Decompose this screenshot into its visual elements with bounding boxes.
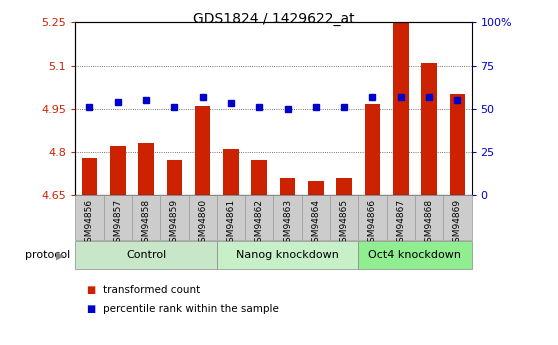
Text: percentile rank within the sample: percentile rank within the sample <box>103 304 279 314</box>
Text: GSM94869: GSM94869 <box>453 198 462 248</box>
Bar <box>104 195 132 240</box>
Bar <box>110 146 126 195</box>
Text: GDS1824 / 1429622_at: GDS1824 / 1429622_at <box>193 12 354 26</box>
Bar <box>245 195 273 240</box>
Text: GSM94865: GSM94865 <box>340 198 349 248</box>
Text: GSM94857: GSM94857 <box>113 198 122 248</box>
Bar <box>223 149 239 195</box>
Bar <box>415 195 443 240</box>
Bar <box>160 195 189 240</box>
Bar <box>280 178 295 195</box>
Text: Control: Control <box>126 250 166 260</box>
Text: GSM94863: GSM94863 <box>283 198 292 248</box>
Text: GSM94866: GSM94866 <box>368 198 377 248</box>
Text: GSM94867: GSM94867 <box>396 198 405 248</box>
Bar <box>443 195 472 240</box>
Bar <box>217 195 245 240</box>
Bar <box>365 105 380 195</box>
Bar <box>81 158 97 195</box>
Bar <box>75 241 217 269</box>
Bar <box>138 143 154 195</box>
Text: protocol: protocol <box>25 250 70 260</box>
Bar <box>252 160 267 195</box>
Bar <box>358 241 472 269</box>
Bar <box>189 195 217 240</box>
Text: transformed count: transformed count <box>103 285 200 295</box>
Text: GSM94856: GSM94856 <box>85 198 94 248</box>
Bar <box>167 160 182 195</box>
Text: GSM94862: GSM94862 <box>255 198 264 247</box>
Text: ■: ■ <box>86 285 96 295</box>
Bar <box>387 195 415 240</box>
Bar <box>336 178 352 195</box>
Bar <box>450 94 465 195</box>
Text: GSM94861: GSM94861 <box>227 198 235 248</box>
Text: GSM94864: GSM94864 <box>311 198 320 247</box>
Bar <box>421 63 437 195</box>
Text: GSM94858: GSM94858 <box>142 198 151 248</box>
Text: ■: ■ <box>86 304 96 314</box>
Bar <box>75 195 104 240</box>
Bar <box>358 195 387 240</box>
Text: ▶: ▶ <box>56 250 64 260</box>
Bar <box>393 22 408 195</box>
Bar <box>330 195 358 240</box>
Bar <box>217 241 358 269</box>
Text: GSM94868: GSM94868 <box>425 198 434 248</box>
Text: GSM94859: GSM94859 <box>170 198 179 248</box>
Text: Oct4 knockdown: Oct4 knockdown <box>368 250 461 260</box>
Text: Nanog knockdown: Nanog knockdown <box>236 250 339 260</box>
Bar <box>273 195 302 240</box>
Bar <box>302 195 330 240</box>
Text: GSM94860: GSM94860 <box>198 198 207 248</box>
Bar <box>195 106 210 195</box>
Bar <box>132 195 160 240</box>
Bar <box>308 180 324 195</box>
